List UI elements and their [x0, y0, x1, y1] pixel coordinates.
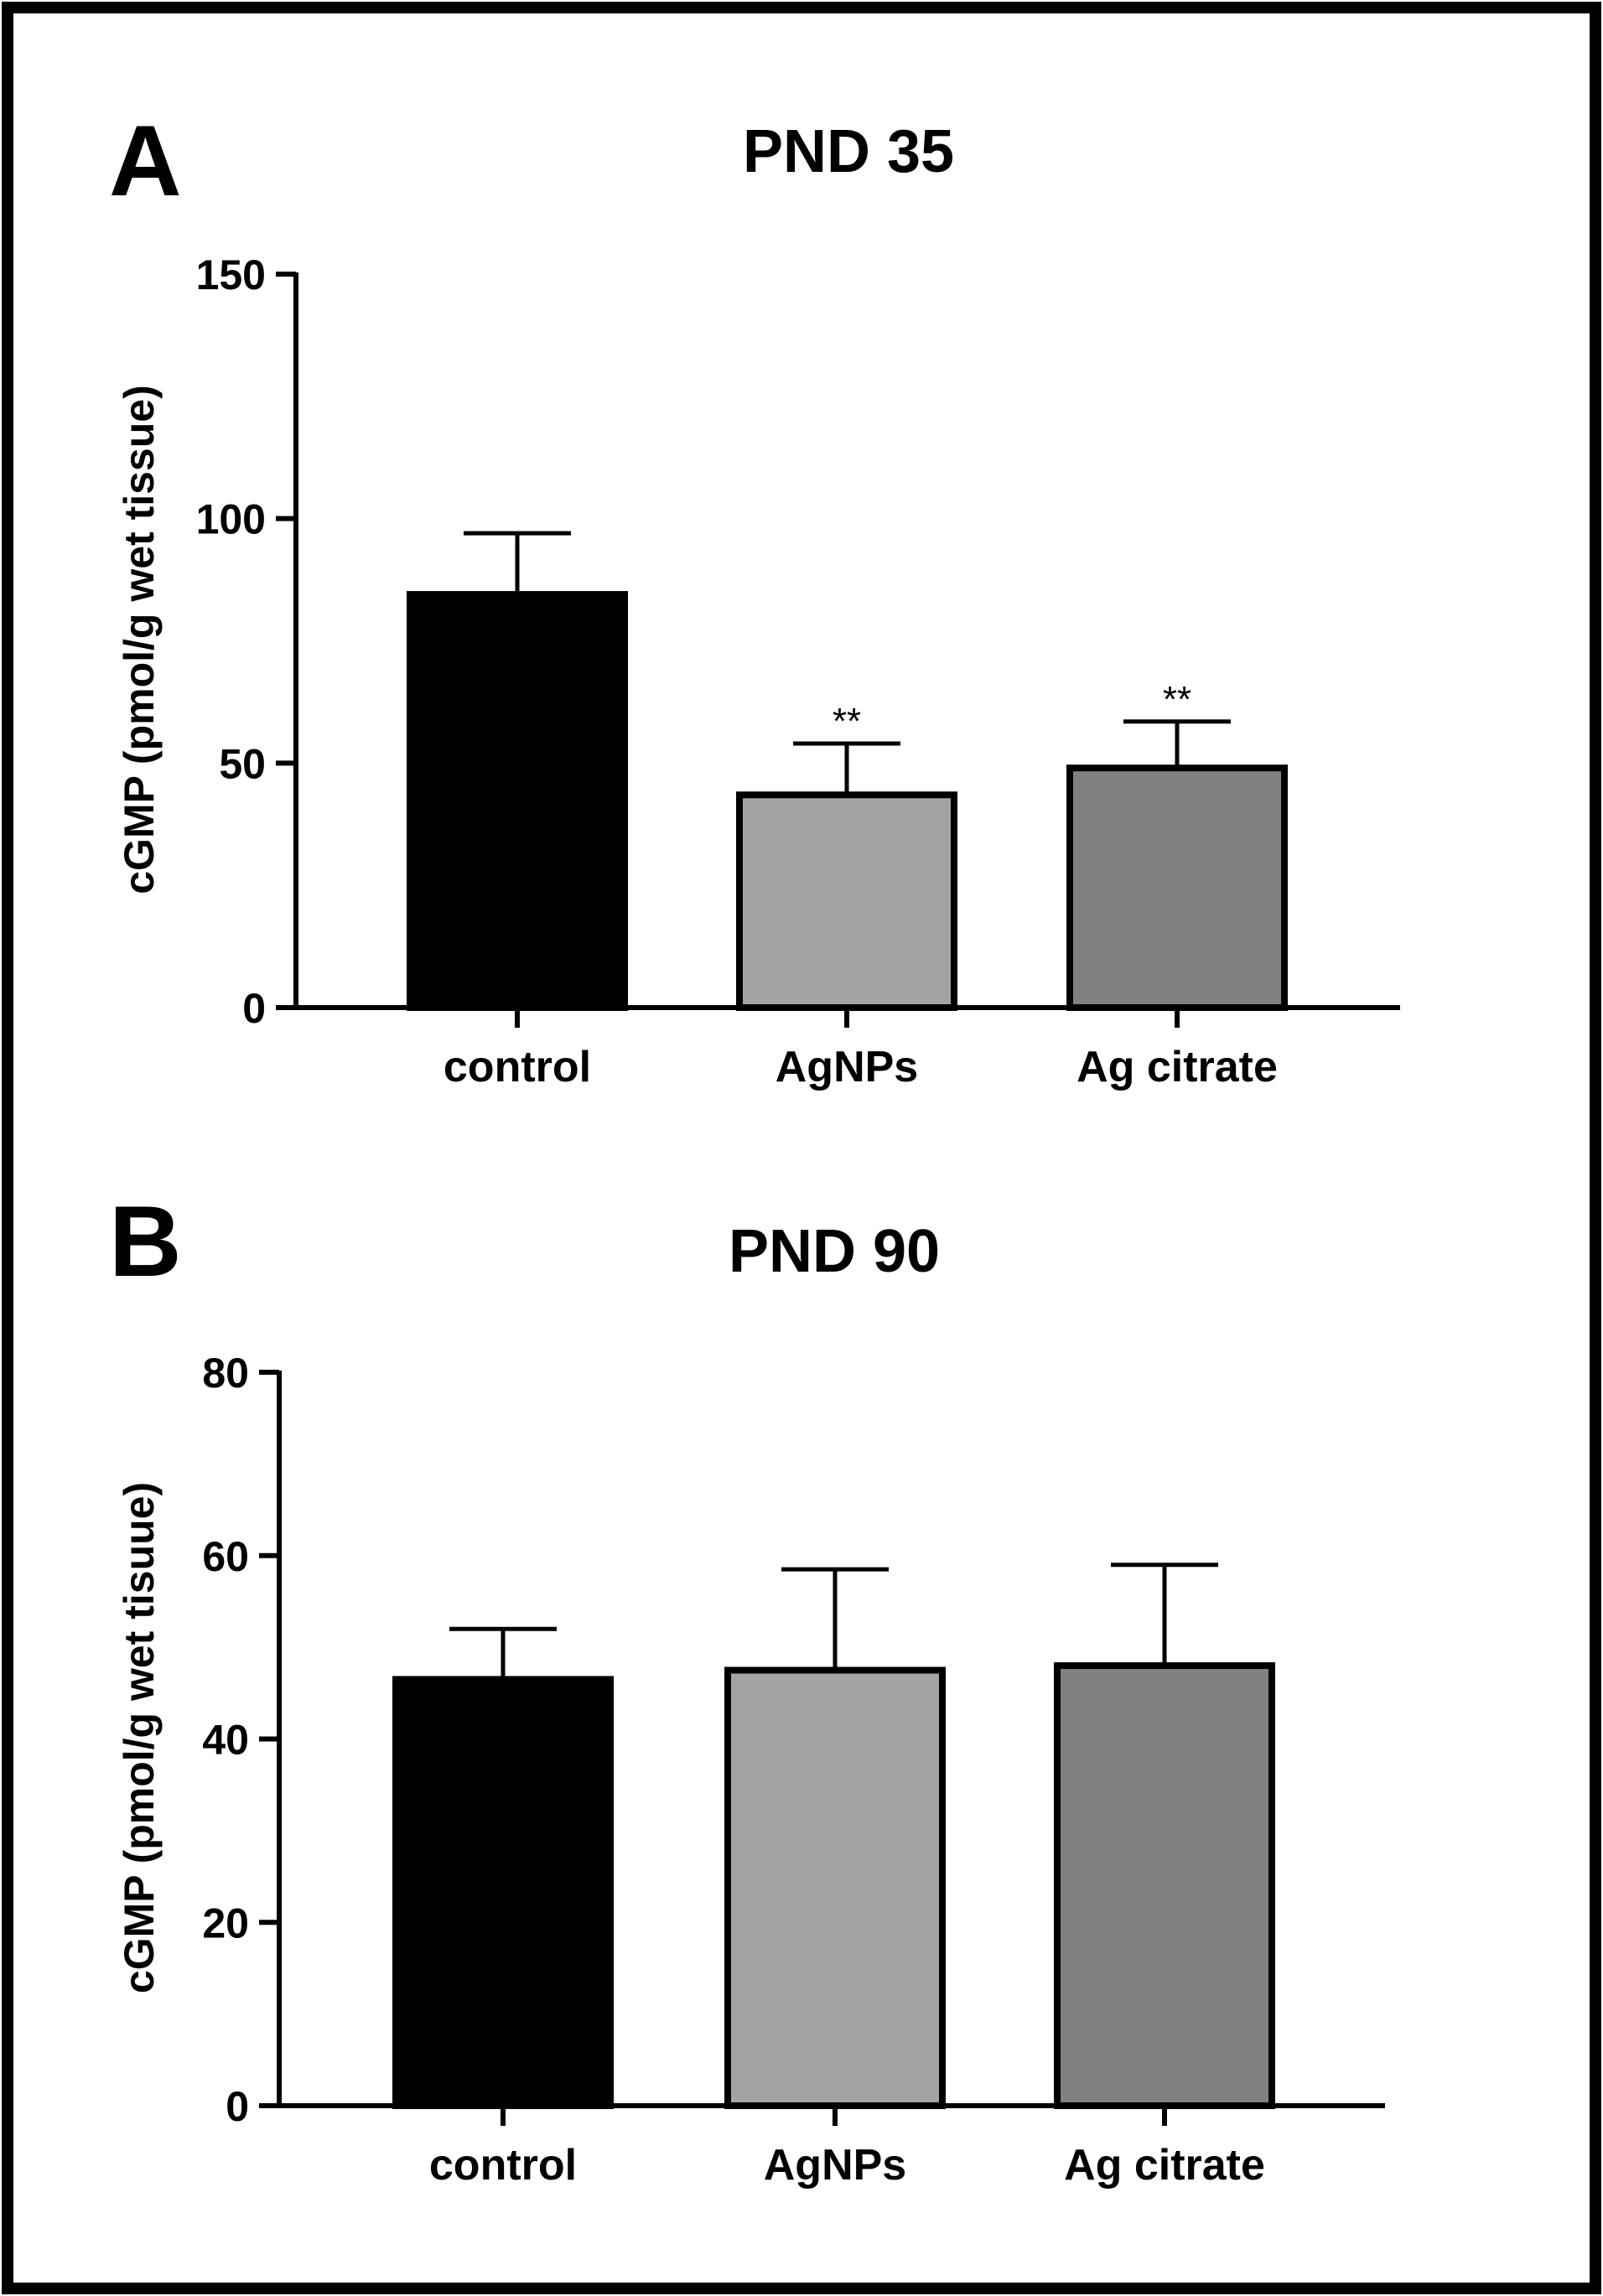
panel-letter: A — [109, 105, 182, 217]
y-tick-label: 20 — [202, 1900, 249, 1946]
y-tick-label: 0 — [242, 985, 266, 1032]
y-axis-label: cGMP (pmol/g wet tissue) — [116, 385, 163, 894]
plot-area: 0 20 40 60 80 control AgNPs Ag citrate — [202, 1350, 1385, 2190]
bar-control — [392, 1676, 614, 2109]
y-axis-label: cGMP (pmol/g wet tisuue) — [116, 1482, 163, 1993]
x-tick-label: AgNPs — [776, 1043, 918, 1091]
x-tick-label: Ag citrate — [1064, 2141, 1265, 2190]
bar-ag-citrate — [1054, 1662, 1275, 2109]
x-tick-label: AgNPs — [764, 2141, 906, 2190]
bar-agnps — [736, 791, 957, 1011]
y-tick-label: 40 — [202, 1717, 249, 1764]
plot-area: 0 50 100 150 control AgNPs ** Ag citrate ** — [196, 251, 1400, 1091]
panel-letter: B — [109, 1185, 182, 1298]
x-tick-label: control — [444, 1043, 591, 1091]
bar-agnps — [724, 1666, 946, 2109]
y-tick-label: 80 — [202, 1350, 249, 1397]
y-tick-label: 100 — [196, 496, 266, 543]
panel-b: B PND 90 cGMP (pmol/g wet tisuue) 0 20 40 6… — [109, 1185, 1385, 2190]
bar-control — [407, 591, 628, 1011]
significance-marker: ** — [1163, 679, 1191, 720]
x-tick-label: control — [429, 2141, 577, 2190]
y-tick-label: 50 — [219, 740, 266, 787]
significance-marker: ** — [833, 701, 861, 742]
y-tick-label: 60 — [202, 1533, 249, 1580]
x-tick-label: Ag citrate — [1076, 1043, 1278, 1091]
bar-ag-citrate — [1066, 764, 1288, 1012]
chart-title: PND 90 — [729, 1218, 940, 1285]
chart-title: PND 35 — [743, 118, 954, 185]
y-tick-label: 150 — [196, 251, 266, 298]
panel-a: A PND 35 cGMP (pmol/g wet tissue) 0 50 100… — [109, 105, 1400, 1091]
y-tick-label: 0 — [226, 2083, 249, 2130]
